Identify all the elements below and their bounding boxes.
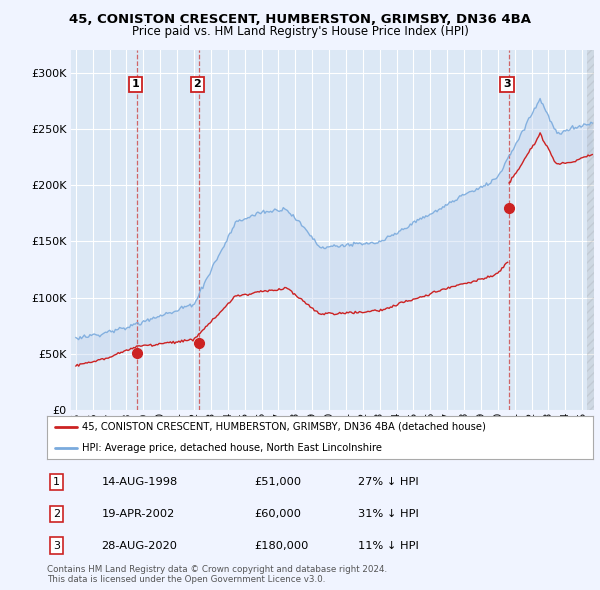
Text: This data is licensed under the Open Government Licence v3.0.: This data is licensed under the Open Gov… <box>47 575 325 584</box>
Text: 2: 2 <box>53 509 60 519</box>
Text: 31% ↓ HPI: 31% ↓ HPI <box>358 509 419 519</box>
Text: 28-AUG-2020: 28-AUG-2020 <box>101 540 178 550</box>
Text: 14-AUG-1998: 14-AUG-1998 <box>101 477 178 487</box>
Text: 3: 3 <box>53 540 60 550</box>
Text: 45, CONISTON CRESCENT, HUMBERSTON, GRIMSBY, DN36 4BA: 45, CONISTON CRESCENT, HUMBERSTON, GRIMS… <box>69 13 531 26</box>
Text: 27% ↓ HPI: 27% ↓ HPI <box>358 477 419 487</box>
Text: 1: 1 <box>53 477 60 487</box>
Text: £180,000: £180,000 <box>254 540 308 550</box>
Text: £60,000: £60,000 <box>254 509 301 519</box>
Text: 1: 1 <box>131 79 139 89</box>
Text: HPI: Average price, detached house, North East Lincolnshire: HPI: Average price, detached house, Nort… <box>82 443 382 453</box>
Text: 11% ↓ HPI: 11% ↓ HPI <box>358 540 419 550</box>
Text: Price paid vs. HM Land Registry's House Price Index (HPI): Price paid vs. HM Land Registry's House … <box>131 25 469 38</box>
Text: 19-APR-2002: 19-APR-2002 <box>101 509 175 519</box>
Text: 3: 3 <box>503 79 511 89</box>
Text: 2: 2 <box>194 79 201 89</box>
Text: £51,000: £51,000 <box>254 477 301 487</box>
Text: 45, CONISTON CRESCENT, HUMBERSTON, GRIMSBY, DN36 4BA (detached house): 45, CONISTON CRESCENT, HUMBERSTON, GRIMS… <box>82 422 486 432</box>
Text: Contains HM Land Registry data © Crown copyright and database right 2024.: Contains HM Land Registry data © Crown c… <box>47 565 387 574</box>
